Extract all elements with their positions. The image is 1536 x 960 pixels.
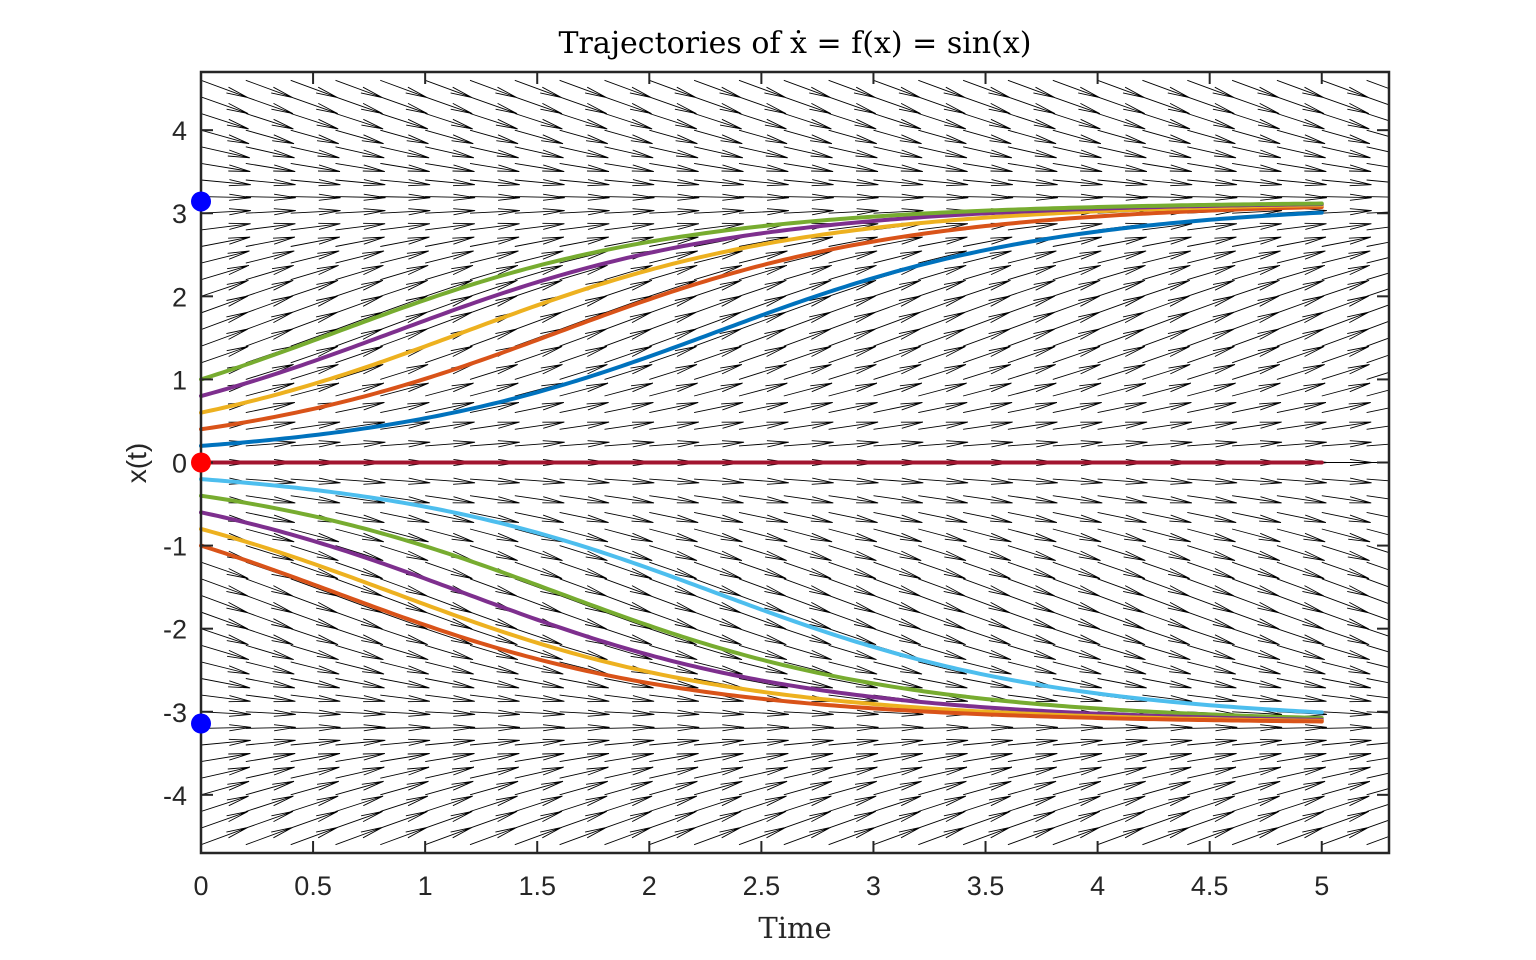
- x-tick-label: 5: [1314, 871, 1329, 901]
- equilibrium-points: [191, 191, 211, 734]
- trajectory-line-4: [199, 201, 1324, 382]
- stable-equilibrium-point: [191, 713, 211, 734]
- quiver-arrows: [201, 79, 1389, 846]
- x-tick-label: 0.5: [294, 871, 332, 901]
- x-tick-label: 1.5: [518, 871, 556, 901]
- y-tick-label: -3: [163, 698, 187, 728]
- x-axis-label: Time: [758, 911, 831, 945]
- x-tick-label: 2: [642, 871, 657, 901]
- direction-field: [201, 79, 1389, 846]
- trajectory-line-6: [199, 477, 1324, 715]
- x-tick-label: 2.5: [743, 871, 781, 901]
- chart-title: Trajectories of ẋ = f(x) = sin(x): [559, 26, 1032, 61]
- x-tick-label: 4: [1090, 871, 1105, 901]
- y-tick-label: 1: [172, 365, 187, 395]
- stable-equilibrium-point: [191, 191, 211, 212]
- x-tick-label: 1: [418, 871, 433, 901]
- trajectory-line-8: [199, 510, 1324, 722]
- x-tick-label: 3.5: [967, 871, 1005, 901]
- y-tick-label: 3: [172, 199, 187, 229]
- trajectory-line-0: [199, 210, 1324, 448]
- trajectory-line-10: [199, 543, 1324, 724]
- unstable-equilibrium-point: [191, 452, 211, 473]
- trajectory-line-1: [199, 205, 1324, 432]
- y-tick-label: -2: [163, 615, 187, 645]
- axes: 0 0.5 1 1.5 2 2.5 3 3.5 4 4.5 5 4 3 2 1 0 -1 -2 -3 -4: [163, 70, 1391, 901]
- y-tick-label: -4: [163, 781, 187, 811]
- y-tick-label: 2: [172, 282, 187, 312]
- y-axis-label: x(t): [121, 443, 152, 483]
- trajectory-series: [199, 201, 1324, 724]
- y-tick-label: 0: [172, 449, 187, 479]
- trajectory-line-2: [199, 203, 1324, 415]
- x-tick-label: 4.5: [1191, 871, 1229, 901]
- trajectory-line-7: [199, 493, 1324, 720]
- x-tick-label: 3: [866, 871, 881, 901]
- x-tick-label: 0: [193, 871, 208, 901]
- y-tick-label: 4: [172, 116, 187, 146]
- y-tick-label: -1: [163, 532, 187, 562]
